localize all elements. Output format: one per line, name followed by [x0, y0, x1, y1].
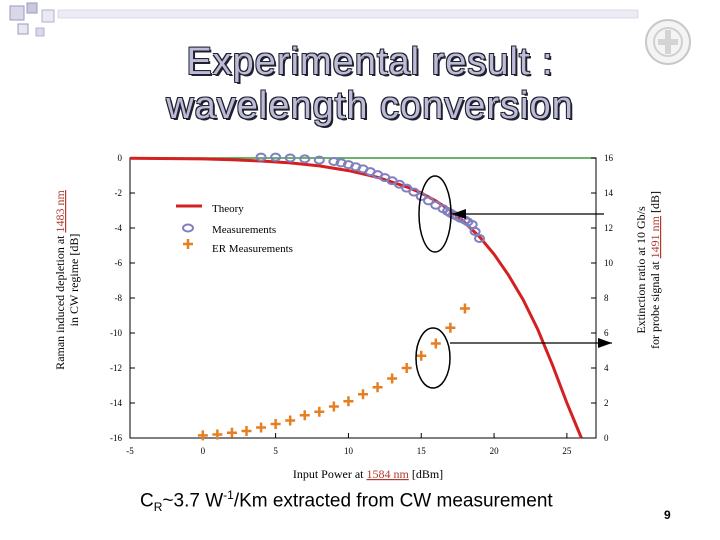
er-measurement-point	[314, 406, 325, 417]
lower-ellipse	[415, 327, 451, 389]
arrow-right-head	[598, 338, 612, 348]
x-axis-label: Input Power at 1584 nm [dBm]	[293, 467, 443, 481]
formula-caption: CR~3.7 W-1/Km extracted from CW measurem…	[140, 488, 553, 515]
er-measurement-point	[197, 430, 208, 441]
measurement-series	[255, 152, 485, 243]
er-measurement-point	[299, 410, 310, 421]
er-measurement-point	[445, 322, 456, 333]
measurement-point	[423, 196, 435, 206]
measurement-point	[408, 187, 420, 197]
y-left-axis-label: Raman induced depletion at 1483 nm in CW…	[53, 190, 81, 370]
x-axis-ticks: -5 0 5 10 15 20 25	[126, 433, 572, 456]
y-left-tick-label: -8	[115, 293, 123, 303]
arrow-left-head	[452, 209, 466, 219]
slide-title-line2: wavelength conversion	[166, 85, 574, 127]
theory-line	[129, 156, 583, 439]
y-right-tick-label: 16	[604, 153, 614, 163]
svg-text:in CW regime [dB]: in CW regime [dB]	[67, 234, 81, 327]
measurement-point	[335, 158, 347, 168]
y-left-tick-label: -6	[115, 258, 123, 268]
theory-series	[129, 156, 583, 439]
measurement-point	[469, 227, 481, 236]
er-measurement-point	[212, 429, 223, 440]
x-tick-label: 10	[344, 446, 354, 456]
measurement-point	[284, 153, 296, 163]
x-tick-label: 25	[562, 446, 572, 456]
slide-title: Experimental result : wavelength convers…	[100, 40, 640, 128]
legend: Theory Measurements ER Measurements	[176, 203, 293, 255]
institution-emblem-icon	[645, 19, 691, 65]
er-measurement-point	[401, 363, 412, 373]
x-tick-label: 5	[273, 446, 278, 456]
y-right-axis-ticks: 16 14 12 10 8 6 4 2 0	[591, 153, 614, 443]
measurement-point	[255, 152, 267, 162]
y-right-tick-label: 10	[604, 258, 614, 268]
slide-title-line1: Experimental result :	[186, 41, 554, 83]
er-measurement-point	[387, 373, 398, 384]
er-measurement-series	[197, 303, 470, 441]
x-tick-label: -5	[126, 446, 134, 456]
y-left-tick-label: -14	[110, 398, 122, 408]
svg-text:Raman induced depletion at 148: Raman induced depletion at 1483 nm	[53, 190, 67, 370]
decorative-squares	[9, 2, 55, 37]
y-right-tick-label: 2	[604, 398, 609, 408]
x-tick-label: 0	[201, 446, 206, 456]
page-number: 9	[664, 508, 671, 522]
y-left-tick-label: -16	[110, 433, 122, 443]
y-right-tick-label: 0	[604, 433, 609, 443]
legend-measurement-swatch	[182, 223, 194, 233]
y-right-tick-label: 6	[604, 328, 609, 338]
er-measurement-point	[285, 415, 296, 426]
y-right-tick-label: 14	[604, 188, 614, 198]
legend-er-swatch	[183, 239, 193, 249]
svg-text:Extinction ratio at 10 Gb/s: Extinction ratio at 10 Gb/s	[634, 206, 648, 334]
y-left-tick-label: -10	[110, 328, 122, 338]
measurement-point	[474, 234, 485, 243]
y-right-tick-label: 4	[604, 363, 609, 373]
measurement-point	[299, 154, 311, 164]
y-left-tick-label: -12	[110, 363, 122, 373]
y-left-tick-label: -4	[115, 223, 123, 233]
annotations	[415, 175, 612, 389]
er-measurement-point	[343, 396, 354, 407]
er-measurement-point	[241, 426, 252, 436]
legend-measurement-label: Measurements	[212, 224, 276, 236]
legend-theory-label: Theory	[212, 203, 244, 215]
y-right-axis-label: Extinction ratio at 10 Gb/s for probe si…	[634, 191, 662, 349]
x-tick-label: 15	[417, 446, 427, 456]
measurement-point	[313, 155, 325, 165]
er-measurement-point	[459, 303, 470, 314]
measurement-point	[270, 152, 282, 162]
er-measurement-point	[358, 389, 368, 400]
legend-er-label: ER Measurements	[212, 243, 293, 255]
y-left-axis-ticks: 0 -2 -4 -6 -8 -10 -12 -14 -16	[110, 153, 135, 443]
y-right-tick-label: 12	[604, 223, 613, 233]
er-measurement-point	[256, 422, 267, 433]
er-measurement-point	[328, 401, 339, 412]
x-tick-label: 20	[490, 446, 500, 456]
er-measurement-point	[270, 419, 281, 429]
svg-text:for probe signal at 1491 nm [: for probe signal at 1491 nm [dB]	[648, 191, 662, 349]
measurement-point	[328, 157, 340, 166]
y-left-tick-label: 0	[118, 153, 123, 163]
measurement-point	[401, 183, 413, 193]
er-measurement-point	[372, 382, 383, 393]
er-measurement-point	[416, 350, 427, 361]
y-right-tick-label: 8	[604, 293, 609, 303]
er-measurement-point	[226, 427, 237, 438]
top-rule	[57, 9, 639, 19]
y-left-tick-label: -2	[115, 188, 123, 198]
er-measurement-point	[430, 338, 441, 349]
